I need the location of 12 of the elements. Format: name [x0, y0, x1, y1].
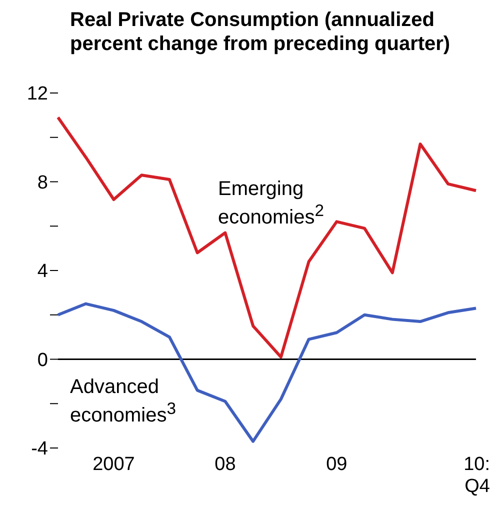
y-tick-label: 8	[37, 172, 48, 194]
chart-title: Real Private Consumption (annualized percent change from preceding quarter)	[70, 8, 452, 56]
y-tick-label: 0	[37, 350, 48, 371]
x-tick-label: 08	[214, 454, 236, 475]
series-label: Emerging economies$^{2}$	[218, 178, 325, 229]
y-tick-label: 4	[37, 261, 48, 282]
x-tick-label: 09	[326, 454, 348, 475]
x-tick-label: 10: Q4	[464, 454, 490, 497]
series-label: Advanced economies$^{3}$	[70, 376, 177, 427]
x-tick-label: 2007	[92, 454, 135, 475]
y-tick-label: -4	[31, 438, 48, 460]
y-tick-label: 12	[26, 84, 48, 105]
